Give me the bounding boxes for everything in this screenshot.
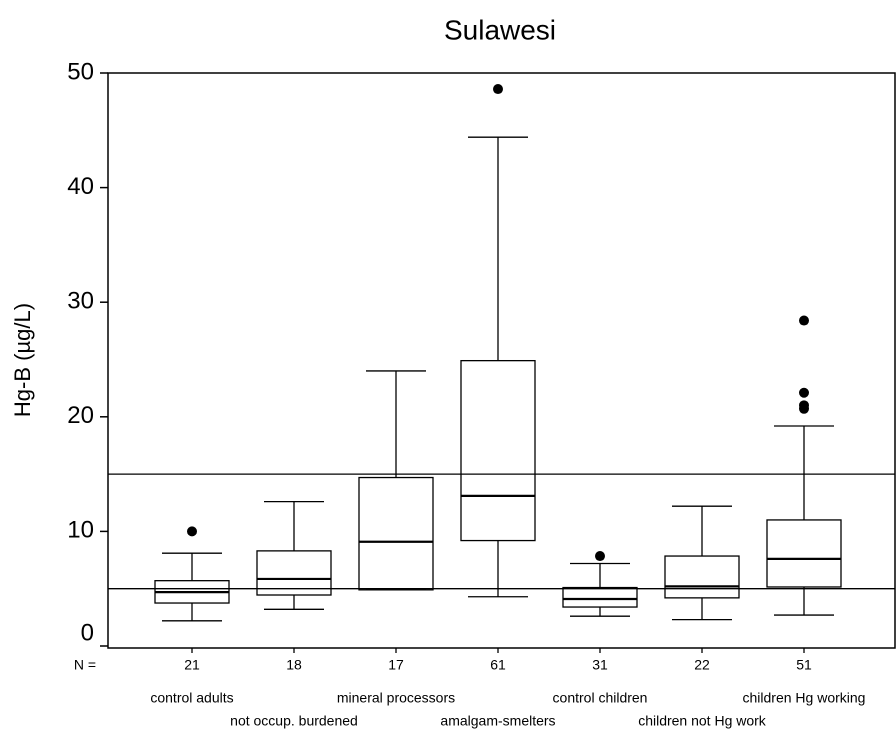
box: [766, 519, 842, 588]
x-tick-label: control adults: [150, 690, 233, 706]
chart-title: Sulawesi: [444, 14, 556, 45]
box: [562, 586, 638, 608]
x-tick-label: children not Hg work: [638, 713, 767, 729]
outlier: [187, 526, 197, 537]
count-label: 51: [796, 657, 812, 673]
y-tick-label: 50: [67, 58, 94, 85]
box: [460, 359, 536, 542]
outlier: [493, 84, 503, 95]
outlier: [595, 551, 605, 562]
plot-frame: [107, 72, 896, 649]
box: [664, 555, 740, 599]
outlier: [799, 403, 809, 414]
y-tick-label: 20: [67, 402, 94, 429]
y-tick-label: 40: [67, 173, 94, 200]
box: [358, 476, 434, 591]
y-tick-label: 10: [67, 517, 94, 544]
y-tick-label: 30: [67, 288, 94, 315]
count-label: 17: [388, 657, 404, 673]
x-tick-label: mineral processors: [337, 690, 455, 706]
count-label: 22: [694, 657, 710, 673]
x-tick-label: amalgam-smelters: [440, 713, 555, 729]
count-label: 31: [592, 657, 608, 673]
count-label: 18: [286, 657, 302, 673]
x-tick-label: control children: [553, 690, 648, 706]
y-axis-label: Hg-B (µg/L): [10, 303, 35, 417]
x-tick-label: children Hg working: [743, 690, 866, 706]
outlier: [799, 387, 809, 398]
y-tick-label: 0: [81, 619, 94, 646]
n-label: N =: [74, 657, 96, 673]
count-label: 61: [490, 657, 506, 673]
box: [256, 550, 332, 596]
outlier: [799, 315, 809, 326]
x-tick-label: not occup. burdened: [230, 713, 358, 729]
count-label: 21: [184, 657, 200, 673]
